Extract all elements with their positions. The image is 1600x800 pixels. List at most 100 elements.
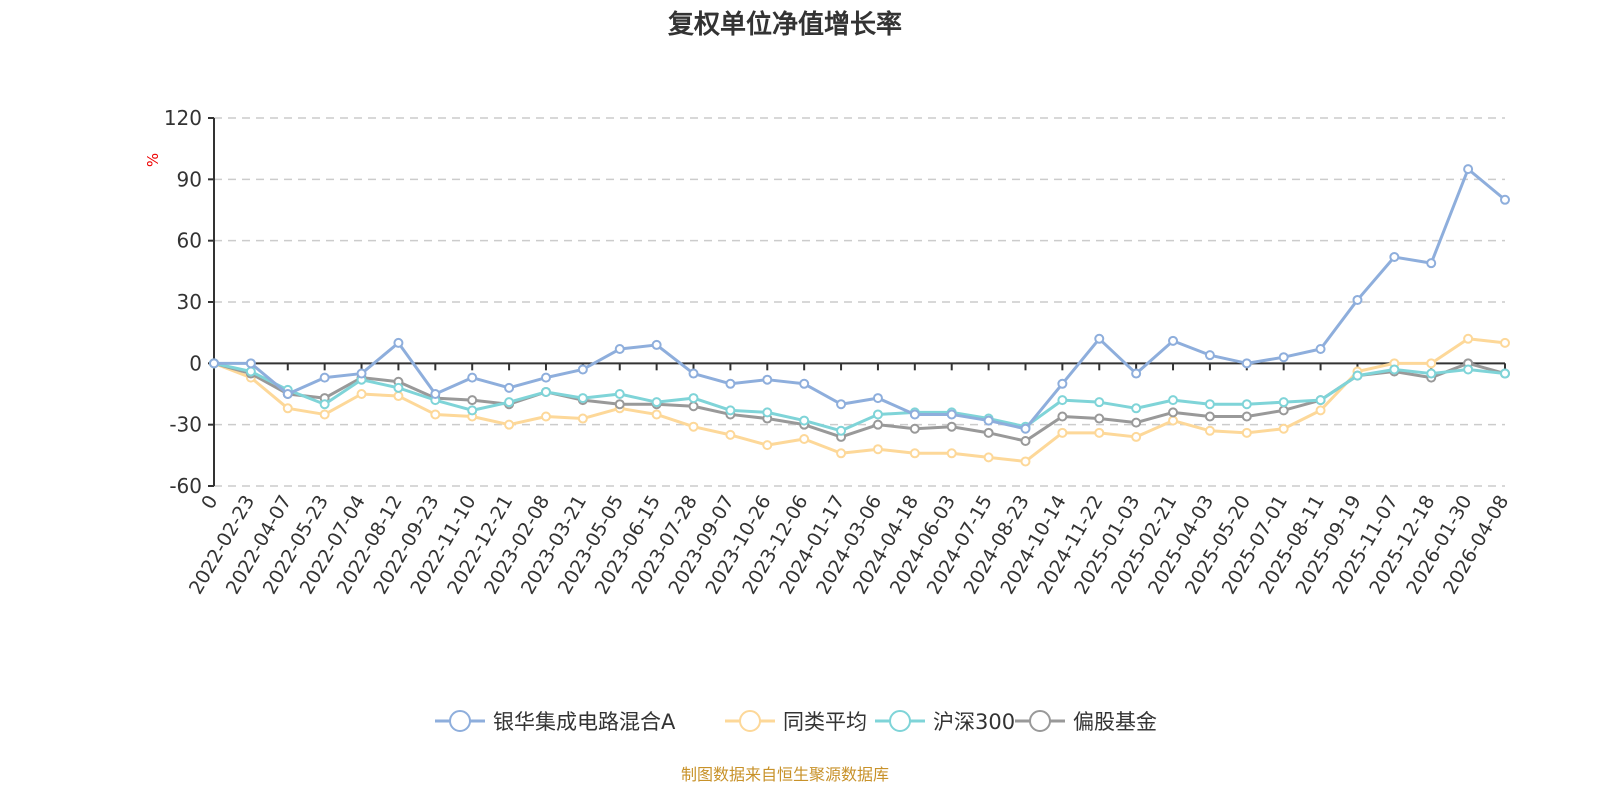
data-point — [725, 405, 736, 416]
data-point — [946, 421, 957, 432]
data-point — [983, 452, 994, 463]
data-point — [1020, 423, 1031, 434]
data-point — [1426, 358, 1437, 369]
data-point — [1204, 425, 1215, 436]
data-point — [1352, 294, 1363, 305]
series-line — [213, 361, 1506, 433]
data-point — [393, 382, 404, 393]
data-point — [1020, 436, 1031, 447]
data-point — [836, 399, 847, 410]
data-point — [1241, 399, 1252, 410]
data-source-note: 制图数据来自恒生聚源数据库 — [681, 765, 889, 784]
data-point — [1463, 164, 1474, 175]
data-point — [1500, 368, 1510, 379]
data-point — [282, 403, 293, 414]
data-point — [909, 448, 920, 459]
data-point — [909, 423, 920, 434]
data-point — [762, 440, 773, 451]
data-point — [319, 372, 330, 383]
data-point — [356, 368, 367, 379]
data-point — [1278, 352, 1289, 363]
series-lines — [209, 164, 1510, 467]
y-axis-unit: % — [144, 153, 162, 167]
data-point — [430, 389, 441, 399]
data-point — [909, 409, 920, 420]
x-tick-label: 0 — [197, 492, 222, 513]
data-point — [1204, 350, 1215, 361]
data-point — [651, 409, 662, 420]
data-point — [1500, 194, 1510, 205]
data-point — [1463, 364, 1474, 375]
data-point — [688, 368, 699, 379]
data-point — [762, 374, 773, 385]
data-point — [799, 415, 810, 426]
data-point — [725, 378, 736, 389]
data-point — [577, 364, 588, 375]
grid-lines — [214, 117, 1505, 487]
data-point — [245, 366, 256, 377]
data-point — [1020, 456, 1031, 467]
chart-title: 复权单位净值增长率 — [668, 9, 902, 40]
data-point — [1278, 405, 1289, 416]
data-point — [1168, 415, 1179, 426]
data-point — [319, 399, 330, 410]
data-point — [282, 389, 293, 399]
data-point — [688, 401, 699, 412]
data-point — [1315, 344, 1326, 355]
data-point — [1094, 427, 1105, 438]
data-point — [1241, 427, 1252, 438]
data-point — [725, 429, 736, 440]
data-point — [467, 372, 478, 383]
data-point — [688, 421, 699, 432]
legend-label: 银华集成电路混合A — [493, 710, 676, 734]
data-point — [872, 409, 883, 420]
data-point — [1278, 397, 1289, 408]
series-0 — [209, 164, 1510, 434]
data-point — [872, 444, 883, 455]
data-point — [1094, 333, 1105, 344]
y-tick-label: 0 — [189, 351, 202, 375]
data-point — [1168, 395, 1179, 406]
data-point — [799, 433, 810, 444]
y-tick-label: 120 — [164, 106, 202, 130]
data-point — [762, 407, 773, 418]
series-2 — [209, 358, 1510, 436]
data-point — [504, 382, 515, 393]
data-point — [872, 393, 883, 404]
data-point — [983, 427, 994, 438]
data-point — [1241, 411, 1252, 422]
data-point — [1057, 378, 1068, 389]
series-line — [214, 167, 1506, 431]
data-point — [393, 391, 404, 402]
series-line — [213, 337, 1506, 463]
data-point — [1131, 403, 1142, 414]
data-point — [614, 399, 625, 410]
data-point — [1315, 405, 1326, 416]
data-point — [799, 378, 810, 389]
y-tick-label: 60 — [177, 229, 202, 253]
data-point — [577, 393, 588, 404]
data-point — [946, 409, 957, 420]
data-point — [467, 395, 478, 406]
data-point — [540, 372, 551, 383]
data-point — [1204, 399, 1215, 410]
data-point — [540, 386, 551, 397]
series-1 — [209, 333, 1510, 467]
data-point — [393, 337, 404, 348]
data-point — [1241, 358, 1252, 369]
data-point — [651, 397, 662, 408]
data-point — [319, 409, 330, 420]
data-point — [1094, 397, 1105, 408]
data-point — [1094, 413, 1105, 424]
data-point — [1389, 364, 1400, 375]
data-point — [946, 448, 957, 459]
data-point — [245, 358, 256, 369]
data-point — [1131, 368, 1142, 379]
data-point — [836, 425, 847, 436]
legend-label: 沪深300 — [933, 710, 1015, 734]
data-point — [1204, 411, 1215, 422]
legend-circle-icon — [739, 710, 761, 732]
data-point — [614, 389, 625, 399]
series-line — [213, 361, 1506, 443]
